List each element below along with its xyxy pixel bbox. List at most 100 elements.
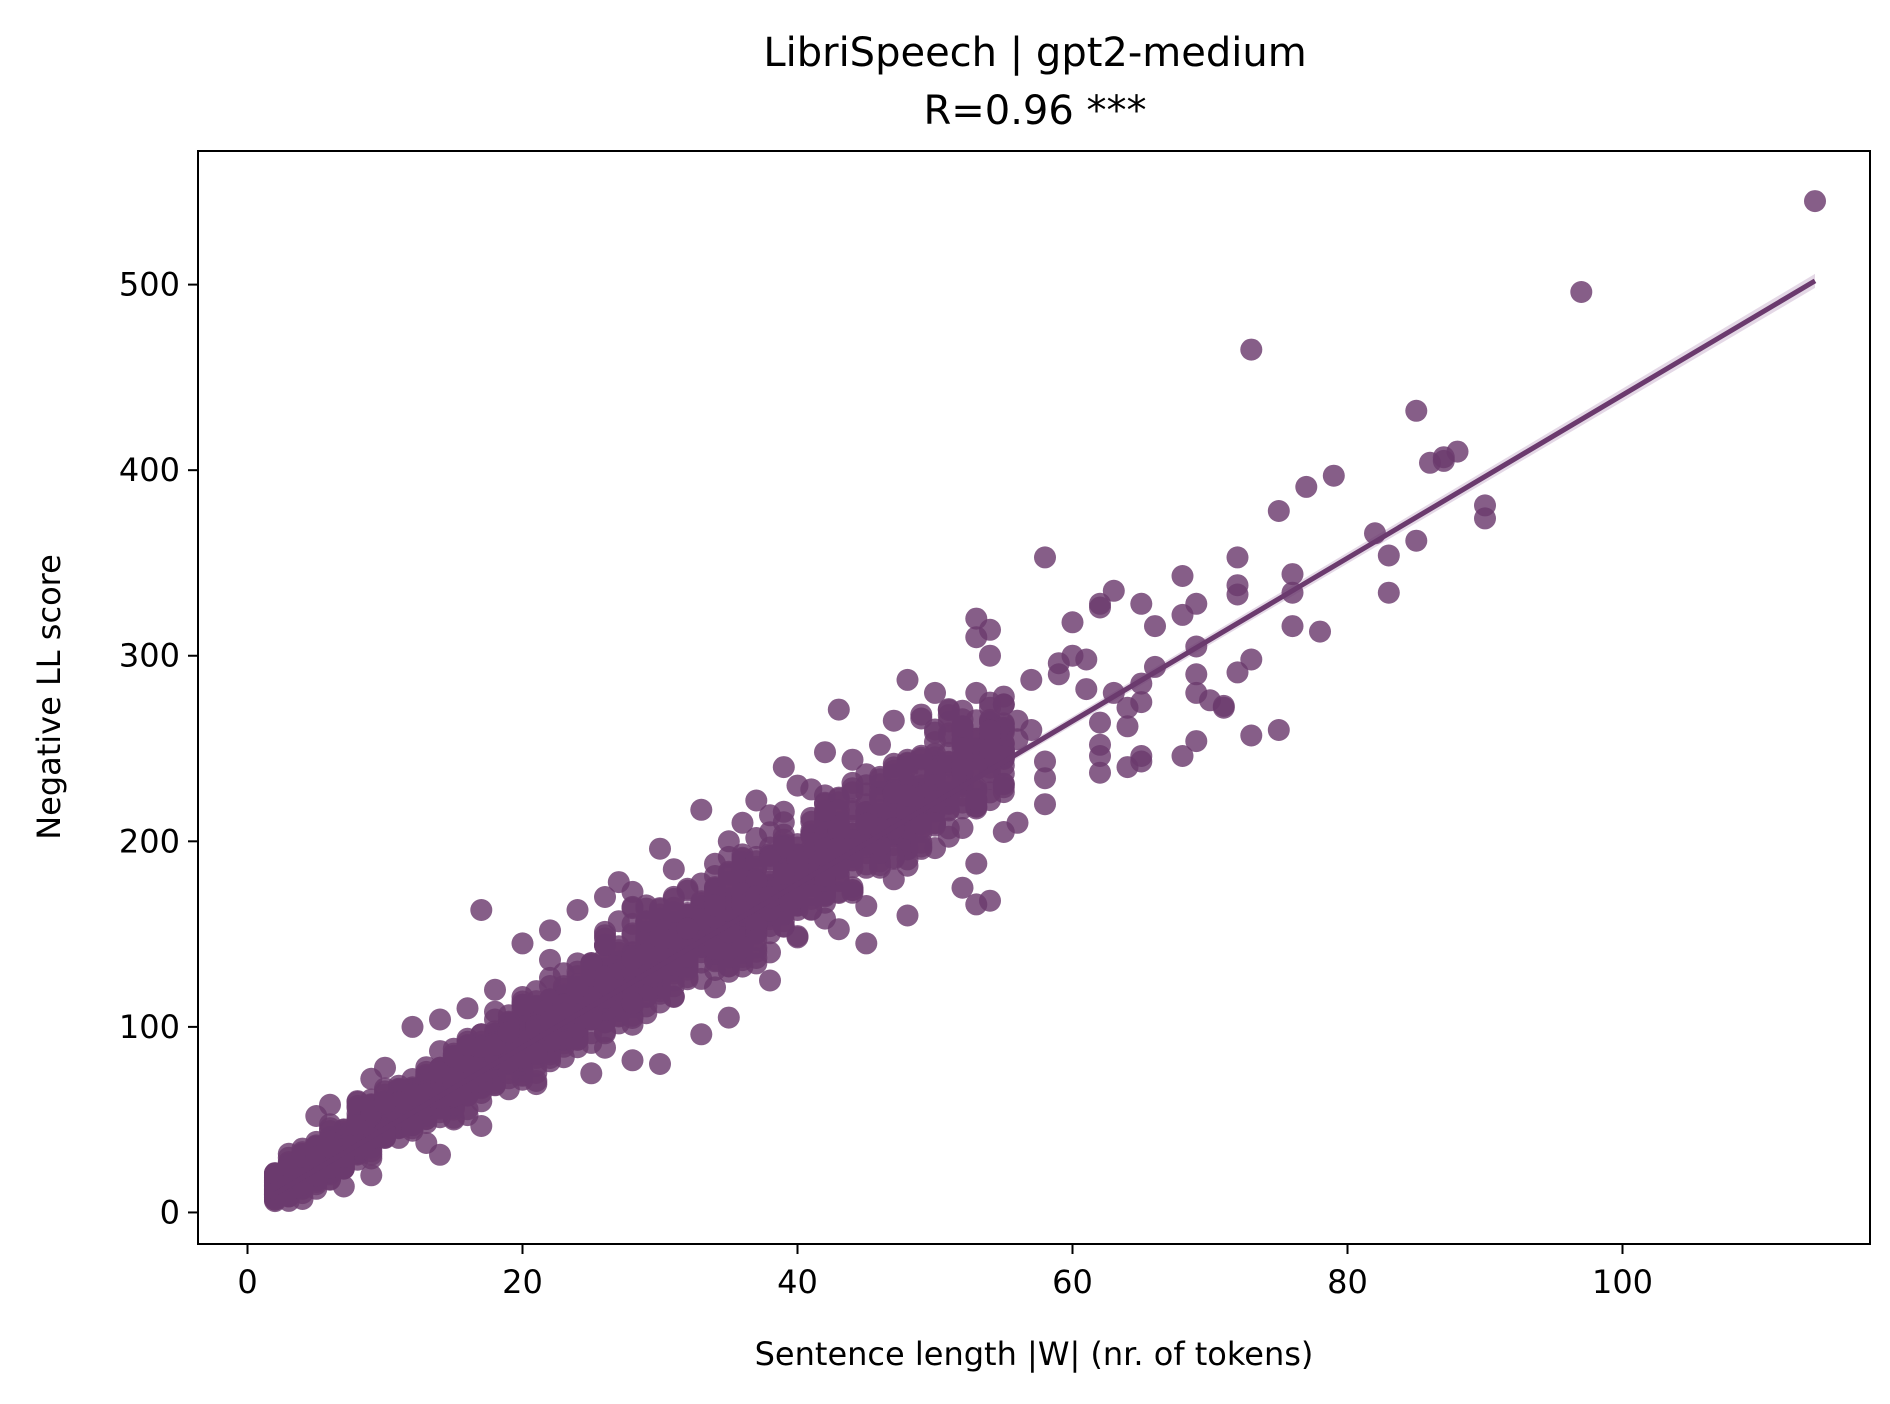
data-point bbox=[1089, 711, 1111, 734]
data-point bbox=[1144, 615, 1166, 638]
data-point bbox=[484, 978, 506, 1001]
data-point bbox=[594, 886, 616, 908]
data-point bbox=[1020, 719, 1043, 741]
data-point bbox=[814, 799, 836, 822]
data-point bbox=[470, 899, 493, 921]
data-point bbox=[772, 862, 795, 885]
data-point bbox=[539, 919, 561, 942]
data-point bbox=[1267, 719, 1290, 741]
data-point bbox=[580, 1062, 603, 1085]
data-point bbox=[525, 980, 548, 1003]
y-tick-label: 100 bbox=[119, 1008, 180, 1046]
data-point bbox=[924, 681, 946, 704]
data-point bbox=[1281, 615, 1304, 638]
data-point bbox=[924, 812, 946, 835]
data-point bbox=[1171, 745, 1194, 767]
data-point bbox=[566, 899, 589, 921]
data-point bbox=[1185, 663, 1208, 686]
data-point bbox=[1446, 440, 1469, 463]
data-point bbox=[566, 976, 589, 999]
data-point bbox=[1034, 750, 1056, 773]
data-point bbox=[841, 881, 864, 904]
data-point bbox=[910, 835, 933, 858]
data-point bbox=[1570, 281, 1593, 303]
data-point bbox=[855, 932, 878, 955]
data-point bbox=[745, 789, 768, 812]
data-point bbox=[827, 836, 850, 859]
data-point bbox=[1034, 546, 1056, 569]
data-point bbox=[1377, 544, 1400, 567]
y-axis-label: Negative LL score bbox=[30, 554, 68, 840]
data-point bbox=[1281, 563, 1304, 586]
data-point bbox=[511, 993, 534, 1016]
data-point bbox=[1089, 733, 1111, 756]
data-point bbox=[456, 1034, 479, 1056]
data-point bbox=[745, 913, 768, 936]
data-point bbox=[717, 845, 740, 868]
data-point bbox=[525, 1042, 548, 1065]
y-tick-label: 200 bbox=[119, 822, 180, 860]
y-tick-label: 0 bbox=[160, 1193, 180, 1231]
x-tick-label: 40 bbox=[777, 1263, 818, 1301]
data-point bbox=[374, 1056, 396, 1079]
data-point bbox=[1089, 761, 1111, 784]
data-point bbox=[896, 668, 919, 691]
data-point bbox=[649, 926, 671, 948]
data-point bbox=[924, 721, 946, 744]
data-point bbox=[759, 969, 781, 992]
data-point bbox=[635, 942, 658, 965]
data-point bbox=[594, 1036, 616, 1059]
data-point bbox=[1226, 661, 1249, 684]
data-point bbox=[1130, 750, 1153, 773]
data-point bbox=[910, 707, 933, 730]
data-point bbox=[1212, 696, 1235, 719]
data-point bbox=[621, 897, 644, 920]
data-point bbox=[717, 1006, 740, 1029]
data-point bbox=[1322, 464, 1345, 487]
data-point bbox=[951, 715, 974, 738]
data-point bbox=[1377, 581, 1400, 604]
data-point bbox=[965, 852, 988, 875]
data-point bbox=[607, 871, 630, 894]
data-point bbox=[896, 784, 919, 807]
data-point bbox=[429, 1143, 451, 1166]
data-point bbox=[800, 778, 823, 801]
data-point bbox=[621, 1049, 644, 1072]
data-point bbox=[594, 933, 616, 956]
chart-title: LibriSpeech | gpt2-medium bbox=[763, 30, 1306, 76]
x-tick-label: 60 bbox=[1052, 1263, 1093, 1301]
data-point bbox=[1185, 730, 1208, 753]
data-point bbox=[979, 618, 1001, 641]
x-axis-label: Sentence length |W| (nr. of tokens) bbox=[755, 1335, 1314, 1373]
data-point bbox=[497, 1021, 520, 1044]
y-tick-label: 500 bbox=[119, 266, 180, 304]
data-point bbox=[1089, 592, 1111, 615]
data-point bbox=[1267, 500, 1290, 522]
data-point bbox=[511, 932, 534, 955]
data-point bbox=[717, 830, 740, 853]
data-point bbox=[951, 737, 974, 759]
data-point bbox=[965, 789, 988, 812]
data-point bbox=[1185, 592, 1208, 615]
data-point bbox=[346, 1090, 369, 1113]
y-tick-label: 400 bbox=[119, 451, 180, 489]
data-point bbox=[525, 1070, 548, 1092]
data-point bbox=[401, 1015, 424, 1038]
data-point bbox=[772, 756, 795, 779]
data-point bbox=[992, 773, 1015, 796]
data-point bbox=[594, 972, 616, 994]
data-point bbox=[539, 948, 561, 971]
data-point bbox=[1075, 678, 1098, 701]
data-point bbox=[1474, 507, 1496, 530]
data-point bbox=[1006, 811, 1029, 834]
data-point bbox=[855, 856, 878, 879]
data-point bbox=[649, 1053, 671, 1075]
regression-line bbox=[273, 278, 1817, 1197]
data-point bbox=[869, 733, 891, 756]
data-point bbox=[374, 1092, 396, 1115]
data-point bbox=[855, 763, 878, 786]
data-point bbox=[786, 886, 809, 909]
data-point bbox=[1061, 611, 1084, 634]
x-tick-label: 80 bbox=[1327, 1263, 1368, 1301]
